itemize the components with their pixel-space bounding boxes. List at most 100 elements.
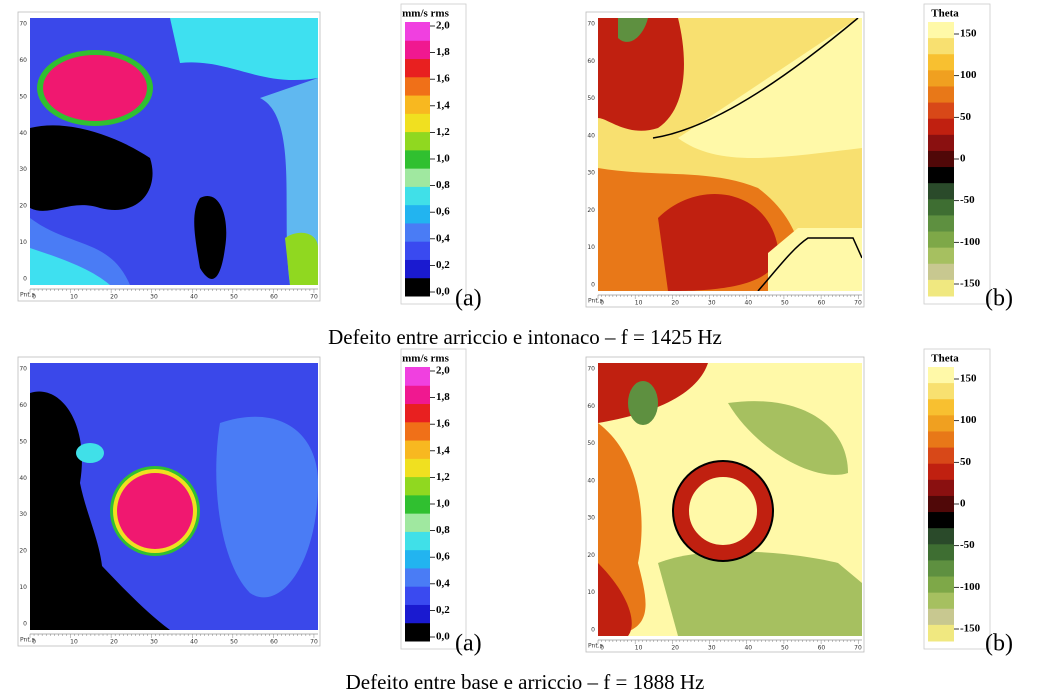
colorbar-tick-label: -50: [960, 539, 975, 551]
panel-label: (b): [985, 286, 1013, 312]
colorbar-tick-label: 150: [960, 373, 977, 385]
x-tick-label: 20: [110, 639, 118, 646]
colorbar-segment: [928, 399, 954, 416]
x-tick-label: 40: [190, 639, 198, 646]
x-tick-label: 10: [70, 294, 78, 301]
colorbar-frame: [923, 348, 991, 650]
colorbar-segment: [928, 231, 954, 249]
x-tick-label: 30: [708, 645, 716, 652]
y-tick-label: 30: [19, 166, 27, 173]
colorbar-tick-label: 0,0: [436, 286, 450, 298]
colorbar-segment: [405, 76, 430, 96]
contour-map: [598, 18, 862, 291]
x-tick-label: 0: [32, 294, 36, 301]
x-tick-label: 50: [781, 645, 789, 652]
colorbar-segment: [928, 512, 954, 529]
colorbar-tick-label: 1,6: [436, 418, 450, 430]
colorbar-segment: [405, 549, 430, 569]
y-tick-label: 20: [19, 203, 27, 210]
x-corner-label: Pnt.s: [20, 637, 35, 644]
x-corner-label: Pnt.s: [20, 292, 35, 299]
y-tick-label: 60: [587, 58, 595, 65]
contour-region: [30, 248, 110, 285]
y-tick-label: 10: [19, 584, 27, 591]
colorbar-tick-label: 50: [960, 111, 972, 123]
y-tick-label: 20: [587, 207, 595, 214]
colorbar-segment: [405, 567, 430, 587]
colorbar-tick-label: 0,8: [436, 179, 450, 191]
x-tick-label: 70: [854, 645, 862, 652]
colorbar-segment: [405, 385, 430, 405]
contour-region: [673, 461, 773, 561]
contour-region: [628, 381, 658, 425]
y-tick-label: 50: [587, 440, 595, 447]
y-tick-label: 60: [19, 57, 27, 64]
caption: Defeito entre arriccio e intonaco – f = …: [328, 325, 722, 349]
colorbar-tick-label: 1,8: [436, 391, 450, 403]
colorbar-title: mm/s rms: [402, 353, 449, 365]
contour-region: [170, 18, 318, 81]
y-tick-label: 30: [587, 515, 595, 522]
y-tick-label: 70: [19, 21, 27, 28]
x-tick-label: 20: [671, 645, 679, 652]
colorbar-segment: [928, 495, 954, 513]
colorbar-segment: [405, 22, 430, 41]
y-tick-label: 70: [19, 366, 27, 373]
colorbar-segment: [405, 40, 430, 60]
x-tick-label: 60: [818, 645, 826, 652]
colorbar-tick-label: 150: [960, 28, 977, 40]
colorbar-segment: [928, 183, 954, 200]
colorbar-tick-label: 0,6: [436, 551, 450, 563]
colorbar-segment: [928, 134, 954, 152]
contour-region: [598, 563, 632, 636]
x-corner-label: Pnt.s: [588, 298, 603, 305]
colorbar-tick-label: 2,0: [436, 365, 450, 377]
contour-region: [658, 194, 779, 291]
x-tick-label: 0: [32, 639, 36, 646]
field: [30, 18, 318, 285]
y-tick-label: 60: [19, 402, 27, 409]
y-tick-label: 60: [587, 403, 595, 410]
y-tick-label: 0: [591, 627, 595, 634]
colorbar-segment: [928, 54, 954, 71]
colorbar-segment: [928, 367, 954, 384]
plot-frame: [585, 356, 865, 653]
colorbar-tick-label: -50: [960, 194, 975, 206]
x-tick-label: 60: [818, 300, 826, 307]
colorbar-segment: [928, 447, 954, 465]
colorbar-segment: [928, 576, 954, 594]
colorbar-tick-label: -150: [960, 623, 981, 635]
colorbar-tick-label: 0,4: [436, 577, 450, 589]
colorbar-segment: [928, 479, 954, 497]
contour-map: [30, 18, 318, 285]
colorbar-segment: [928, 544, 954, 561]
colorbar-segment: [405, 259, 430, 279]
y-tick-label: 30: [587, 170, 595, 177]
colorbar-tick-label: 50: [960, 456, 972, 468]
colorbar-segment: [928, 38, 954, 55]
x-tick-label: 40: [744, 645, 752, 652]
x-tick-label: 0: [600, 645, 604, 652]
colorbar-tick-label: 0,4: [436, 232, 450, 244]
colorbar-tick-label: -100: [960, 581, 981, 593]
colorbar-tick-label: 100: [960, 414, 977, 426]
colorbar-segment: [405, 476, 430, 496]
colorbar-segment: [928, 22, 954, 39]
colorbar-segment: [405, 95, 430, 114]
contour-region: [678, 18, 862, 158]
field: [598, 18, 862, 291]
contour-region: [658, 551, 862, 636]
colorbar-segment: [928, 167, 954, 184]
x-tick-label: 20: [671, 300, 679, 307]
colorbar-segment: [405, 222, 430, 242]
x-tick-label: 60: [270, 294, 278, 301]
y-tick-label: 70: [587, 21, 595, 28]
colorbar-segment: [928, 528, 954, 545]
colorbar-tick-label: 1,2: [436, 471, 450, 483]
colorbar-segment: [928, 70, 954, 87]
colorbar-segment: [405, 421, 430, 441]
colorbar-tick-label: 1,6: [436, 73, 450, 85]
contour-region: [216, 416, 318, 598]
contour-region: [117, 473, 193, 549]
colorbar-tick-label: -100: [960, 236, 981, 248]
